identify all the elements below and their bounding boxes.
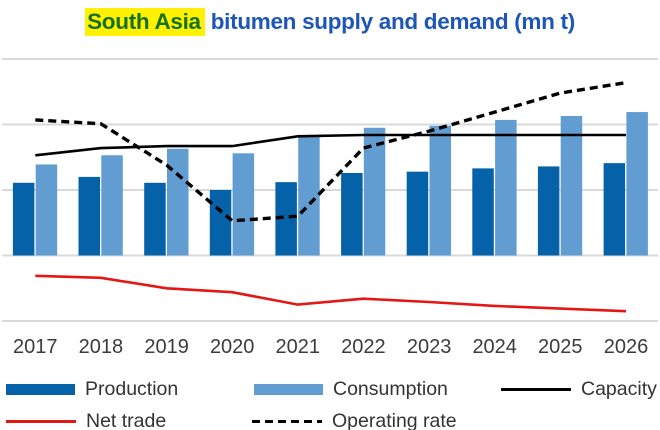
capacity-line <box>35 133 626 157</box>
chart-title: South Asia bitumen supply and demand (mn… <box>0 7 660 37</box>
x-axis-label: 2020 <box>210 336 255 358</box>
consumption-bar <box>560 115 583 256</box>
operating-rate-line <box>35 80 627 223</box>
legend-item-operating-rate: Operating rate <box>252 410 457 430</box>
consumption-bar <box>298 135 320 256</box>
x-axis-label: 2025 <box>538 336 583 358</box>
legend-label-consumption: Consumption <box>333 378 448 400</box>
capacity-line-swatch <box>501 388 571 391</box>
x-axis-label: 2026 <box>604 336 649 358</box>
consumption-bar <box>495 119 517 256</box>
operating-rate-line-swatch <box>252 419 322 424</box>
production-bar <box>209 190 232 256</box>
chart-svg: 2017 2018 2019 2020 2021 2022 2023 2024 2025 2026 <box>2 58 658 358</box>
production-bar <box>144 182 166 256</box>
x-axis-label: 2018 <box>79 336 124 358</box>
production-bar <box>406 171 429 256</box>
legend-item-production: Production <box>6 378 178 401</box>
consumption-bar <box>35 164 58 256</box>
production-bar <box>472 168 494 256</box>
production-bar <box>12 182 35 256</box>
x-axis-label: 2024 <box>472 336 517 358</box>
legend-item-net-trade: Net trade <box>6 410 166 430</box>
production-bar <box>78 176 100 256</box>
consumption-bar <box>626 112 648 256</box>
legend-label-operating-rate: Operating rate <box>332 410 457 430</box>
production-bar <box>603 163 626 256</box>
x-axis-label: 2022 <box>341 336 386 358</box>
legend-item-capacity: Capacity <box>501 378 657 401</box>
consumption-bar <box>101 155 123 256</box>
x-axis-label: 2017 <box>13 336 58 358</box>
legend-item-consumption: Consumption <box>254 378 448 401</box>
legend-label-capacity: Capacity <box>581 378 657 400</box>
legend-label-net-trade: Net trade <box>86 410 167 430</box>
consumption-bar <box>429 125 451 256</box>
legend-label-production: Production <box>85 378 179 400</box>
consumption-bar <box>167 148 189 256</box>
consumption-bar <box>232 153 255 256</box>
title-rest: bitumen supply and demand (mn t) <box>204 9 575 34</box>
net-trade-line <box>35 274 627 313</box>
production-bar <box>275 182 297 256</box>
x-axis-label: 2023 <box>407 336 452 358</box>
production-bar <box>537 166 560 256</box>
production-swatch <box>6 384 75 395</box>
x-axis-label: 2021 <box>276 336 321 358</box>
x-axis-label: 2019 <box>144 336 189 358</box>
production-bar <box>341 172 363 256</box>
net-trade-line-swatch <box>6 420 76 423</box>
consumption-swatch <box>254 384 323 395</box>
consumption-bar <box>363 127 386 256</box>
title-highlight: South Asia <box>85 8 205 36</box>
